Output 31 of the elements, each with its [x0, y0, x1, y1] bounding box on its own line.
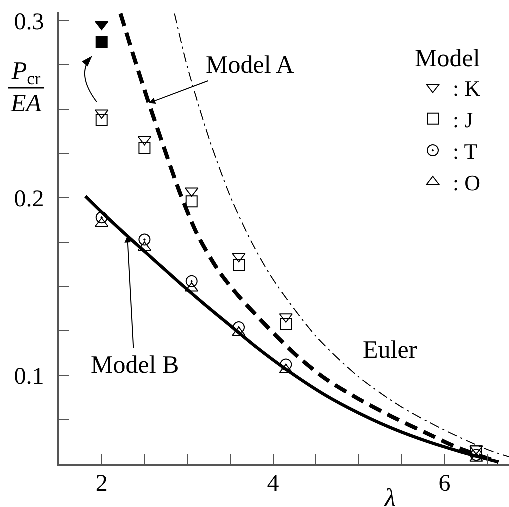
- point: [233, 322, 245, 334]
- point: [96, 212, 108, 224]
- annotation: Model A: [206, 52, 294, 79]
- point: [185, 188, 199, 198]
- y-tick-label: 0.1: [14, 364, 44, 390]
- point: [232, 253, 246, 263]
- point: [96, 114, 108, 126]
- point: [95, 110, 109, 120]
- y-axis-title: P$_{cr}$ EA: [10, 58, 42, 118]
- legend-title: Model: [415, 46, 480, 72]
- x-tick-label: 6: [438, 470, 451, 497]
- legend-label: : J: [453, 107, 474, 132]
- point: [186, 275, 198, 288]
- point: [96, 36, 108, 48]
- annotation: Model B: [91, 352, 180, 379]
- point: [138, 234, 151, 246]
- point: [280, 318, 292, 330]
- x-tick-label: 2: [96, 470, 108, 497]
- legend-label: : K: [453, 76, 481, 101]
- x-axis-title: λ: [384, 485, 396, 507]
- point: [138, 142, 151, 154]
- annotation: Euler: [363, 337, 418, 364]
- point: [186, 196, 198, 208]
- point: [232, 326, 246, 336]
- y-tick-label: 0.3: [14, 9, 44, 36]
- x-tick-label: 4: [267, 470, 280, 497]
- legend-label: : T: [453, 139, 478, 164]
- y-tick-label: 0.2: [14, 186, 44, 213]
- point: [280, 358, 292, 371]
- point: [233, 259, 245, 272]
- legend-label: : O: [453, 170, 480, 196]
